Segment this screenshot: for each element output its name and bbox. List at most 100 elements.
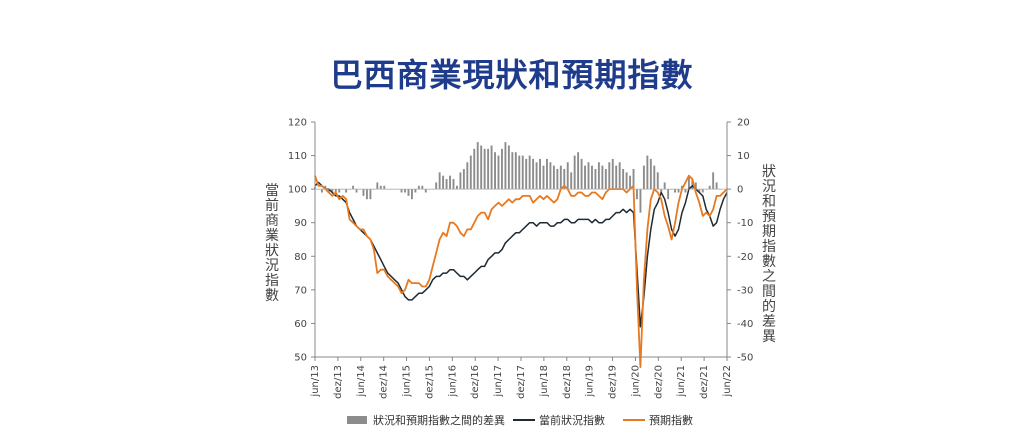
difference-bar: [646, 155, 649, 190]
right-tick-label: -20: [737, 252, 753, 263]
difference-bar: [410, 189, 413, 200]
legend-current-label: 當前狀況指數: [539, 413, 605, 427]
x-tick-label: jun/22: [722, 365, 733, 398]
difference-bar: [667, 189, 670, 200]
x-tick-label: jun/21: [676, 365, 687, 398]
difference-bar: [552, 165, 555, 190]
difference-bar: [345, 189, 348, 193]
left-tick-label: 110: [288, 151, 307, 162]
difference-bar: [563, 169, 566, 190]
expectation-index-line: [314, 174, 728, 369]
difference-bar: [573, 155, 576, 190]
left-tick-label: 50: [294, 353, 307, 364]
difference-bar: [625, 172, 628, 190]
difference-bar: [487, 148, 490, 190]
difference-bar: [421, 185, 424, 190]
difference-bar: [469, 155, 472, 190]
difference-bar: [535, 162, 538, 190]
difference-bar: [400, 189, 403, 193]
difference-bar: [327, 189, 330, 193]
difference-bar: [449, 175, 451, 190]
difference-bar: [424, 189, 427, 193]
difference-bar: [417, 185, 420, 190]
right-tick-label: -10: [737, 218, 753, 229]
difference-bar: [608, 162, 611, 190]
difference-bar: [597, 162, 600, 190]
difference-bar: [684, 189, 687, 193]
difference-bar: [611, 158, 614, 190]
right-tick-label: -40: [737, 319, 753, 330]
difference-bar: [622, 169, 625, 190]
difference-bar: [559, 165, 562, 190]
left-tick-label: 80: [294, 252, 307, 263]
difference-bar: [365, 189, 368, 200]
left-tick-label: 90: [294, 218, 307, 229]
difference-bar: [511, 152, 514, 190]
difference-bar: [663, 182, 666, 190]
difference-bar: [528, 155, 531, 190]
legend: 狀況和預期指數之間的差異 當前狀況指數 預期指數: [347, 413, 693, 427]
difference-bar: [494, 152, 496, 190]
x-tick-label: dez/17: [516, 365, 527, 399]
x-tick-label: dez/21: [699, 365, 710, 399]
difference-bar: [504, 142, 507, 190]
difference-bar: [456, 185, 458, 190]
difference-bar: [642, 165, 645, 190]
x-tick-label: dez/20: [653, 365, 664, 399]
difference-bar: [546, 158, 548, 190]
chart-title: 巴西商業現狀和預期指數: [330, 56, 694, 94]
difference-bar: [577, 152, 580, 190]
difference-bar: [715, 182, 718, 190]
difference-bar: [549, 162, 552, 190]
difference-bar: [404, 189, 406, 193]
difference-bar: [521, 155, 524, 190]
difference-bar: [362, 189, 365, 196]
difference-bar: [501, 148, 503, 190]
difference-bar: [532, 158, 535, 190]
difference-bar: [587, 162, 590, 190]
difference-bar: [580, 158, 583, 190]
left-tick-label: 120: [288, 118, 307, 129]
difference-bar: [334, 189, 337, 193]
difference-bar: [656, 172, 659, 190]
difference-bar: [615, 165, 618, 190]
difference-bar: [466, 162, 469, 190]
difference-bar: [570, 172, 573, 190]
difference-bar: [712, 172, 715, 190]
difference-bar: [594, 169, 597, 190]
right-tick-label: 0: [737, 185, 743, 196]
difference-bar: [601, 165, 604, 190]
difference-bar: [629, 175, 632, 190]
legend-difference-swatch: [347, 416, 367, 424]
difference-bar: [694, 182, 697, 190]
difference-bar: [539, 158, 541, 190]
difference-bar: [445, 179, 448, 190]
right-tick-label: 10: [737, 151, 750, 162]
difference-bar: [701, 189, 704, 193]
axes: 50 60 70 80 90 100 110 120 -50 -40 -30 -20 -10 0 10 20 j…: [265, 118, 776, 399]
difference-bar: [518, 155, 521, 190]
difference-bar: [525, 158, 528, 190]
x-tick-label: jun/14: [356, 365, 367, 398]
difference-bar: [379, 185, 382, 190]
right-tick-label: -50: [737, 353, 753, 364]
difference-bar: [442, 175, 445, 190]
difference-bar: [618, 162, 621, 190]
difference-bar: [542, 165, 545, 190]
difference-bar: [355, 189, 358, 193]
difference-bar: [660, 189, 663, 193]
difference-bar: [438, 172, 441, 190]
left-tick-label: 100: [288, 185, 307, 196]
x-tick-label: jun/17: [493, 365, 504, 398]
x-tick-label: jun/16: [447, 365, 458, 398]
right-tick-label: 20: [737, 118, 750, 129]
x-tick-label: dez/16: [470, 365, 481, 399]
x-tick-label: dez/15: [424, 365, 435, 399]
difference-bar: [691, 179, 694, 190]
difference-bar: [483, 148, 486, 190]
x-tick-label: jun/20: [630, 365, 641, 398]
difference-bar: [687, 175, 690, 190]
difference-bar: [324, 185, 327, 190]
difference-bar: [497, 155, 500, 190]
index-lines: [314, 174, 728, 369]
